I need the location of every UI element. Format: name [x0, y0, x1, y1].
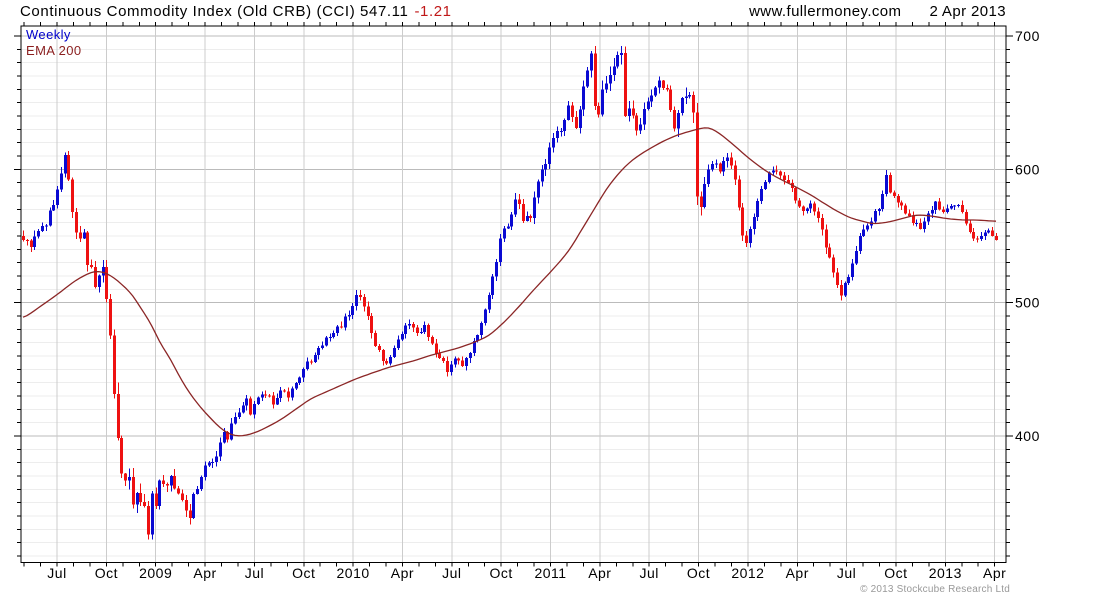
axes-layer [14, 22, 1013, 567]
x-tick-label: Jul [837, 565, 856, 581]
y-axis-labels: 400 500 600 700 [1015, 28, 1040, 444]
x-tick-label: Apr [391, 565, 414, 581]
price-change: -1.21 [414, 3, 452, 20]
copyright-note: © 2013 Stockcube Research Ltd [860, 584, 1010, 595]
x-tick-label: Oct [490, 565, 513, 581]
x-tick-label: Apr [983, 565, 1006, 581]
x-tick-label: Apr [786, 565, 809, 581]
x-tick-label: 2009 [139, 565, 172, 581]
y-tick-label: 600 [1015, 161, 1040, 177]
instrument-title: Continuous Commodity Index (Old CRB) (CC… [20, 3, 409, 20]
x-tick-label: Oct [292, 565, 315, 581]
x-tick-label: Jul [639, 565, 658, 581]
x-axis-labels: Jul Oct 2009 Apr Jul Oct 2010 Apr Jul Oct 2011 Apr J… [47, 565, 1006, 581]
x-tick-label: Oct [687, 565, 710, 581]
legend-weekly: Weekly [26, 27, 71, 42]
x-tick-label: Apr [588, 565, 611, 581]
x-tick-label: Apr [193, 565, 216, 581]
x-tick-label: 2013 [929, 565, 962, 581]
x-tick-label: 2012 [731, 565, 764, 581]
x-tick-label: Oct [95, 565, 118, 581]
y-tick-label: 700 [1015, 28, 1040, 44]
y-tick-label: 500 [1015, 295, 1040, 311]
site-url: www.fullermoney.com [749, 3, 902, 20]
page-title: Continuous Commodity Index (Old CRB) (CC… [20, 3, 452, 20]
x-tick-label: 2010 [337, 565, 370, 581]
y-tick-label: 400 [1015, 428, 1040, 444]
x-tick-label: Oct [884, 565, 907, 581]
ema-line [22, 127, 997, 437]
header-right: www.fullermoney.com 2 Apr 2013 [749, 3, 1006, 20]
x-tick-label: Jul [245, 565, 264, 581]
x-tick-label: 2011 [534, 565, 566, 581]
x-tick-label: Jul [442, 565, 461, 581]
x-tick-label: Jul [47, 565, 66, 581]
legend-ema-200: EMA 200 [26, 43, 82, 58]
chart-date: 2 Apr 2013 [929, 3, 1006, 20]
candles-layer [22, 46, 998, 540]
grid-layer [21, 26, 1006, 563]
chart-legend: Weekly EMA 200 [26, 27, 82, 59]
